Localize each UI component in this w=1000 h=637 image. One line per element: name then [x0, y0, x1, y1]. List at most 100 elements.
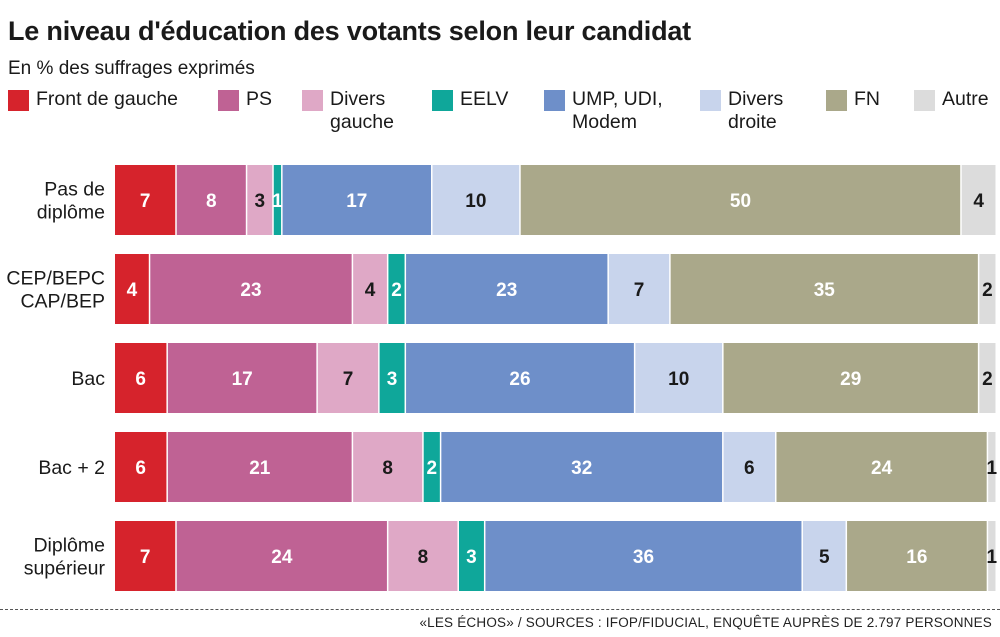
bar-segment-ps [150, 254, 352, 324]
legend-swatch [432, 90, 453, 111]
bar-segment-autre [988, 521, 996, 591]
data-label-ump-udi-modem: 17 [346, 191, 367, 212]
bar-segment-fn [520, 165, 961, 235]
legend-swatch [826, 90, 847, 111]
bar-segment-divers-droite [432, 165, 520, 235]
bar-segment-ps [176, 521, 387, 591]
data-label-front-de-gauche: 4 [127, 280, 138, 301]
bar-segment-front-de-gauche [115, 165, 176, 235]
data-label-divers-gauche: 4 [365, 280, 376, 301]
footer-divider [0, 609, 1000, 610]
bar-segment-ps [167, 432, 352, 502]
bar-segment-front-de-gauche [115, 254, 149, 324]
bar-segment-autre [979, 254, 996, 324]
bar-segment-fn [776, 432, 987, 502]
data-label-eelv: 3 [466, 547, 477, 568]
data-label-ump-udi-modem: 23 [496, 280, 517, 301]
data-label-autre: 2 [982, 369, 993, 390]
legend-label: FN [854, 88, 880, 110]
bar-segment-divers-droite [635, 343, 723, 413]
data-label-divers-gauche: 8 [382, 458, 393, 479]
legend-item-eelv: EELV [432, 88, 508, 111]
data-label-divers-gauche: 7 [343, 369, 354, 390]
data-label-autre: 2 [982, 280, 993, 301]
legend-label: PS [246, 88, 273, 110]
category-label-bac-2: Bac + 2 [38, 457, 105, 479]
bar-segment-divers-gauche [353, 432, 423, 502]
data-label-front-de-gauche: 7 [140, 191, 151, 212]
data-label-fn: 24 [871, 458, 893, 479]
data-label-divers-gauche: 8 [418, 547, 429, 568]
data-label-fn: 16 [906, 547, 927, 568]
data-label-ps: 17 [232, 369, 253, 390]
data-label-divers-droite: 6 [744, 458, 755, 479]
data-label-eelv: 2 [391, 280, 402, 301]
bar-segment-ump-udi-modem [406, 254, 608, 324]
bar-segment-eelv [423, 432, 440, 502]
category-label-diplome-superieur: Diplôme supérieur [24, 535, 106, 580]
data-label-ps: 21 [249, 458, 271, 479]
category-label-bac: Bac [71, 368, 105, 390]
bar-segment-divers-droite [802, 521, 846, 591]
data-label-divers-droite: 10 [668, 369, 689, 390]
chart-title: Le niveau d'éducation des votants selon … [8, 16, 691, 46]
bar-segment-divers-gauche [247, 165, 273, 235]
bar-segment-eelv [458, 521, 484, 591]
legend-label: UMP, UDI, Modem [572, 88, 663, 133]
data-label-autre: 4 [973, 191, 984, 212]
legend-item-autre: Autre [914, 88, 989, 111]
data-label-ps: 23 [240, 280, 261, 301]
data-label-fn: 35 [814, 280, 836, 301]
data-label-ps: 24 [271, 547, 293, 568]
data-label-eelv: 3 [387, 369, 398, 390]
legend-swatch [700, 90, 721, 111]
data-label-eelv: 1 [272, 191, 283, 212]
legend-label: Divers gauche [330, 88, 394, 133]
data-label-ump-udi-modem: 36 [633, 547, 654, 568]
bar-segment-divers-gauche [388, 521, 458, 591]
legend-item-front-de-gauche: Front de gauche [8, 88, 178, 111]
data-label-front-de-gauche: 6 [135, 458, 146, 479]
bar-segment-divers-droite [723, 432, 775, 502]
bar-segment-autre [988, 432, 996, 502]
legend: Front de gauche PS Divers gauche EELV UMP, U… [0, 88, 1000, 138]
data-label-divers-droite: 7 [634, 280, 645, 301]
bar-segment-front-de-gauche [115, 521, 176, 591]
category-label-cep-bepc-cap-bep: CEP/BEPC CAP/BEP [6, 268, 105, 313]
data-label-divers-droite: 10 [465, 191, 486, 212]
legend-label: Front de gauche [36, 88, 179, 110]
data-label-ump-udi-modem: 26 [509, 369, 530, 390]
bar-segment-divers-gauche [353, 254, 387, 324]
legend-swatch [8, 90, 29, 111]
bar-segment-fn [670, 254, 978, 324]
legend-item-ps: PS [218, 88, 272, 111]
legend-swatch [302, 90, 323, 111]
legend-item-divers-gauche: Divers gauche [302, 88, 394, 134]
data-label-autre: 1 [987, 458, 998, 479]
legend-label: Divers droite [728, 88, 784, 133]
data-label-divers-droite: 5 [819, 547, 830, 568]
legend-swatch [544, 90, 565, 111]
bar-segment-ump-udi-modem [406, 343, 634, 413]
legend-item-ump-udi-modem: UMP, UDI, Modem [544, 88, 663, 134]
legend-label: EELV [460, 88, 509, 110]
data-label-fn: 50 [730, 191, 751, 212]
bar-segment-ump-udi-modem [485, 521, 802, 591]
data-label-ump-udi-modem: 32 [571, 458, 592, 479]
data-label-eelv: 2 [426, 458, 437, 479]
data-label-front-de-gauche: 7 [140, 547, 151, 568]
data-label-fn: 29 [840, 369, 861, 390]
bar-segment-eelv [273, 165, 282, 235]
legend-item-fn: FN [826, 88, 880, 111]
bar-segment-autre [979, 343, 996, 413]
bar-segment-eelv [379, 343, 405, 413]
bar-segment-ump-udi-modem [282, 165, 432, 235]
bar-segment-divers-droite [608, 254, 670, 324]
bar-segment-ump-udi-modem [441, 432, 723, 502]
data-label-ps: 8 [206, 191, 217, 212]
category-label-pas-de-diplome: Pas de diplôme [37, 179, 105, 224]
bar-segment-front-de-gauche [115, 343, 167, 413]
legend-swatch [218, 90, 239, 111]
bar-segment-autre [961, 165, 996, 235]
